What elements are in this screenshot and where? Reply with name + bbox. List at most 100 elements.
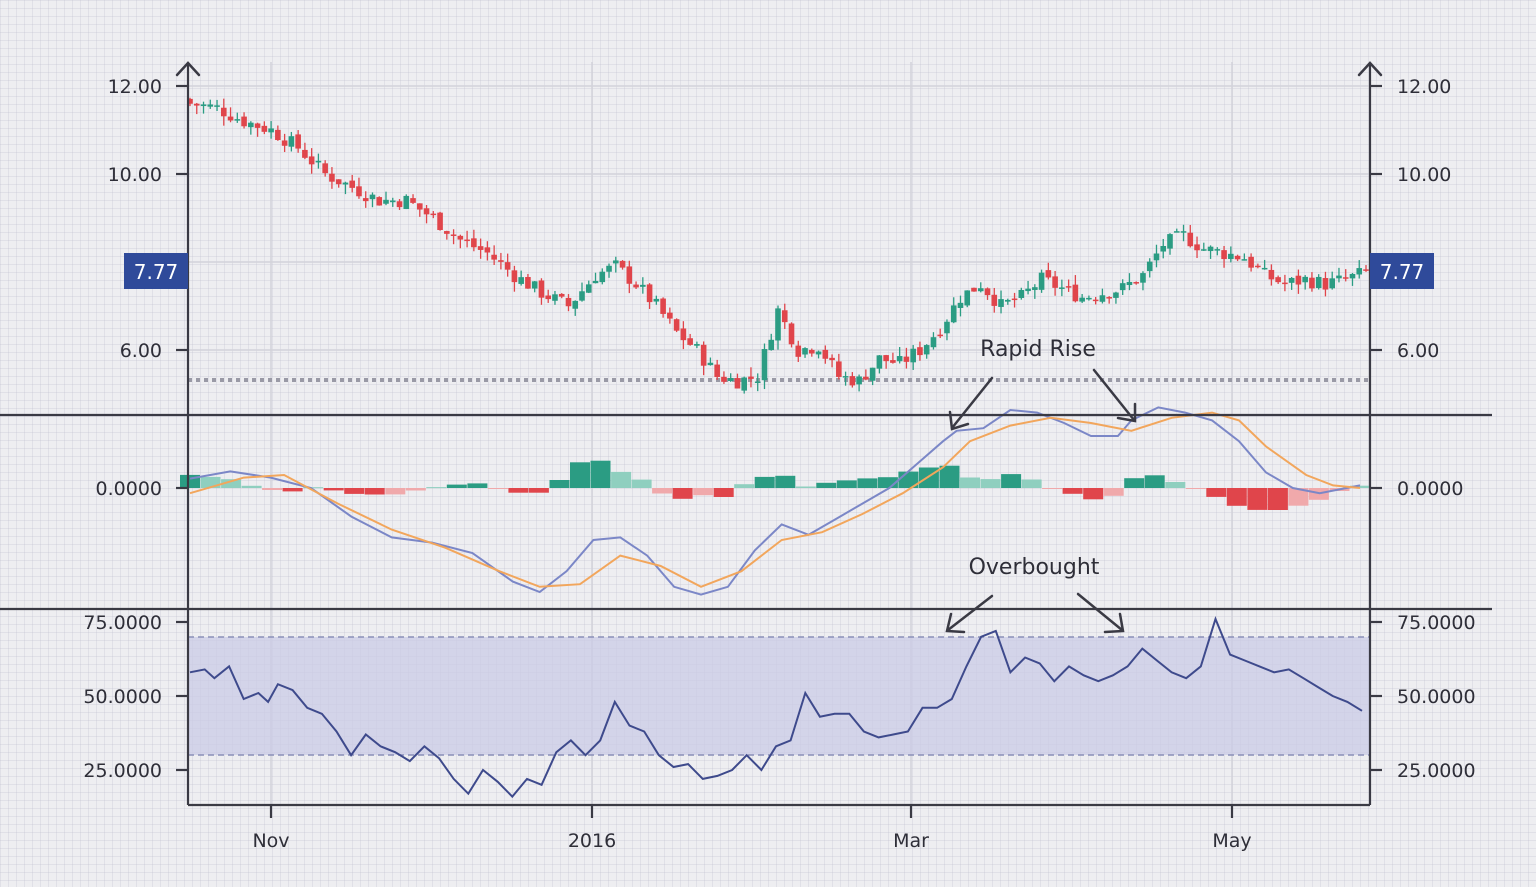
candle-body xyxy=(734,378,741,389)
candle-body xyxy=(1295,275,1302,285)
macd-histogram-bar xyxy=(200,476,221,488)
macd-histogram-bar xyxy=(693,488,714,496)
candle-body xyxy=(545,295,552,300)
axis-arrowheads xyxy=(175,61,1383,77)
price-tick-left-6: 6.00 xyxy=(120,340,162,362)
macd-histogram-bar xyxy=(528,488,549,493)
candle-body xyxy=(1349,273,1356,279)
candle-body xyxy=(917,347,923,356)
candle-body xyxy=(1275,277,1281,283)
candle-body xyxy=(592,280,599,284)
rsi-neutral-band xyxy=(188,637,1370,755)
macd-histogram-bar xyxy=(487,488,508,489)
price-tick-left-10: 10.00 xyxy=(108,164,162,186)
macd-histogram-bar xyxy=(836,480,857,488)
candle-body xyxy=(444,231,450,234)
last-price-left: 7.77 xyxy=(134,260,179,284)
candle-body xyxy=(1255,265,1261,268)
macd-histogram-bar xyxy=(1001,474,1022,488)
signal-line xyxy=(189,411,1361,588)
candle-body xyxy=(957,302,964,308)
candle-body xyxy=(876,355,883,369)
macd-histogram-bar xyxy=(795,486,816,488)
candle-body xyxy=(369,194,376,200)
x-tick-nov: Nov xyxy=(252,830,289,852)
candle-body xyxy=(187,98,193,104)
candle-body xyxy=(302,149,308,158)
candle-body xyxy=(971,287,977,292)
candle-body xyxy=(991,294,998,306)
candle-body xyxy=(220,107,227,117)
candle-body xyxy=(802,348,808,355)
candle-body xyxy=(944,321,950,334)
candle-body xyxy=(1187,232,1194,247)
candle-body xyxy=(207,104,214,107)
macd-histogram-bar xyxy=(672,488,693,499)
candle-body xyxy=(1282,282,1288,285)
macd-histogram-bar xyxy=(1226,488,1247,506)
macd-histogram-bar xyxy=(1165,482,1186,488)
candle-body xyxy=(727,378,734,381)
candle-body xyxy=(694,344,700,346)
macd-histogram-bar xyxy=(303,487,324,489)
rapid-rise-arrow-right-icon xyxy=(1092,368,1136,422)
candle-body xyxy=(1018,289,1025,298)
candle-body xyxy=(1099,295,1106,302)
candle-body xyxy=(1153,253,1160,261)
candle-body xyxy=(1025,288,1031,292)
candle-body xyxy=(1261,267,1268,270)
macd-histogram-bar xyxy=(1288,488,1309,506)
macd-histogram-bar xyxy=(939,465,960,488)
candle-body xyxy=(1072,284,1079,302)
macd-histogram-bar xyxy=(221,479,242,488)
candle-body xyxy=(241,116,247,127)
x-tick-2016: 2016 xyxy=(568,830,616,852)
candle-body xyxy=(437,212,443,231)
macd-histogram-bar xyxy=(652,488,673,494)
macd-histogram-bar xyxy=(631,479,652,488)
macd-histogram-bar xyxy=(282,488,303,492)
candle-body xyxy=(1119,283,1126,291)
rsi-tick-right-50: 50.0000 xyxy=(1397,686,1476,708)
candle-body xyxy=(768,339,775,351)
candle-body xyxy=(599,271,606,283)
candle-body xyxy=(585,284,592,293)
candle-body xyxy=(200,104,207,107)
candle-body xyxy=(1329,278,1336,289)
candle-body xyxy=(1180,231,1187,233)
candle-body xyxy=(795,345,802,357)
candle-body xyxy=(849,376,856,386)
candle-body xyxy=(829,357,835,361)
price-tick-right-10: 10.00 xyxy=(1397,164,1451,186)
candle-body xyxy=(998,299,1004,307)
candle-body xyxy=(883,355,889,362)
macd-histogram-bar xyxy=(446,484,467,488)
candle-body xyxy=(457,235,464,240)
candle-body xyxy=(423,208,430,215)
macd-histogram-bar xyxy=(1247,488,1268,510)
rsi-tick-right-75: 75.0000 xyxy=(1397,612,1476,634)
candle-body xyxy=(869,367,876,381)
candle-body xyxy=(491,254,497,260)
rapid-rise-arrows xyxy=(948,368,1137,431)
macd-histogram-bar xyxy=(426,487,447,489)
macd-histogram-bar xyxy=(877,477,898,488)
candle-body xyxy=(667,312,673,319)
candle-body xyxy=(822,349,829,359)
candle-body xyxy=(484,247,491,253)
candle-body xyxy=(1221,250,1227,260)
candle-body xyxy=(579,291,585,301)
candle-body xyxy=(1086,297,1092,300)
rsi-tick-right-25: 25.0000 xyxy=(1397,760,1476,782)
candle-body xyxy=(640,284,646,287)
candle-body xyxy=(389,200,396,203)
macd-histogram-bar xyxy=(1042,488,1063,489)
candle-body xyxy=(673,319,680,331)
candle-body xyxy=(1126,281,1133,286)
candle-body xyxy=(903,356,910,362)
axes xyxy=(0,64,1492,818)
macd-histogram-bar xyxy=(1267,488,1288,510)
candle-body xyxy=(984,288,991,296)
candle-body xyxy=(808,349,815,354)
